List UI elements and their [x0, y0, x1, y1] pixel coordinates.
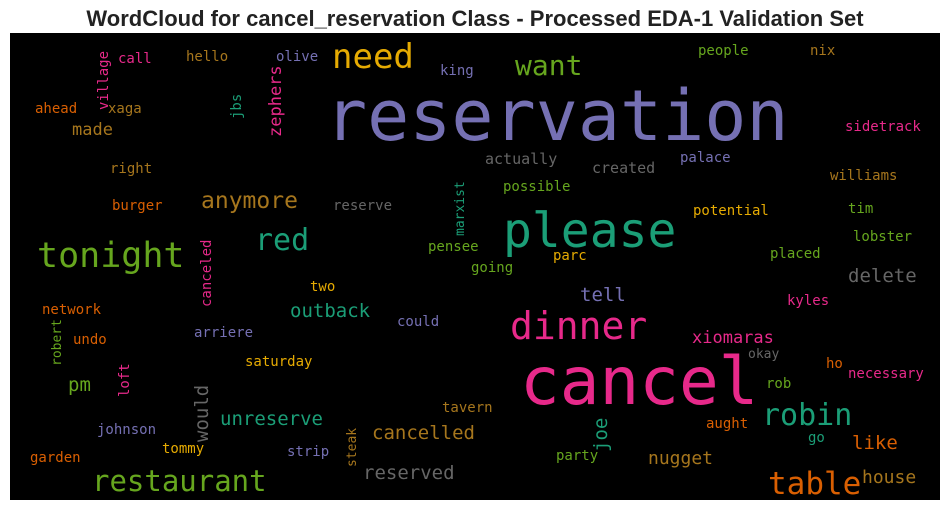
- word: kyles: [787, 293, 829, 309]
- title: WordCloud for cancel_reservation Class -…: [86, 6, 864, 31]
- word: go: [808, 430, 825, 446]
- word: johnson: [97, 422, 156, 438]
- word: robert: [50, 319, 65, 366]
- word: dinner: [510, 304, 647, 348]
- word: would: [191, 385, 213, 442]
- word: cancelled: [372, 422, 475, 444]
- word: village: [96, 51, 112, 110]
- word: right: [110, 161, 152, 177]
- word: okay: [748, 347, 779, 362]
- word: zephers: [266, 65, 286, 137]
- word: two: [310, 279, 335, 295]
- word: strip: [287, 444, 329, 460]
- word: could: [397, 314, 439, 330]
- word: going: [471, 260, 513, 276]
- word: nugget: [648, 448, 713, 469]
- word: tim: [848, 201, 873, 217]
- word: xiomaras: [692, 328, 774, 348]
- word: red: [255, 223, 309, 258]
- word: people: [698, 43, 749, 59]
- word: made: [72, 120, 113, 140]
- word: hello: [186, 49, 228, 65]
- word-cloud: reservation cancel please tonight dinner need…: [30, 37, 924, 502]
- word: pm: [68, 374, 91, 396]
- word: aught: [706, 416, 748, 432]
- word: delete: [848, 265, 917, 287]
- word: pensee: [428, 239, 479, 255]
- word: garden: [30, 450, 81, 466]
- word: possible: [503, 179, 570, 195]
- word: reserve: [333, 198, 392, 214]
- word: placed: [770, 246, 821, 262]
- word: outback: [290, 300, 371, 322]
- word: call: [118, 51, 152, 67]
- word: party: [556, 448, 598, 464]
- word: xaga: [108, 101, 142, 117]
- word: unreserve: [220, 408, 323, 430]
- word: tavern: [442, 400, 493, 416]
- word: nix: [810, 43, 835, 59]
- word: please: [503, 203, 676, 259]
- word: steak: [345, 428, 360, 467]
- word: necessary: [848, 366, 924, 382]
- word: canceled: [199, 240, 215, 307]
- word: like: [852, 432, 898, 454]
- word: parc: [553, 248, 587, 264]
- word: marxist: [453, 181, 468, 236]
- word: robin: [762, 398, 852, 433]
- word: undo: [73, 332, 107, 348]
- word: king: [440, 63, 474, 79]
- word: joe: [590, 418, 612, 452]
- word: tommy: [162, 441, 204, 457]
- word: anymore: [201, 188, 298, 214]
- word: rob: [766, 376, 791, 392]
- word: williams: [830, 168, 897, 184]
- word: reserved: [363, 462, 455, 484]
- word: house: [862, 467, 916, 488]
- word: table: [768, 466, 861, 502]
- word: cancel: [520, 343, 758, 420]
- word: lobster: [853, 229, 912, 245]
- word: burger: [112, 198, 163, 214]
- word: ahead: [35, 101, 77, 117]
- word: jbs: [229, 94, 245, 119]
- word: loft: [117, 363, 133, 397]
- word: ho: [826, 356, 843, 372]
- word: potential: [693, 203, 769, 219]
- word: network: [42, 302, 102, 318]
- word: want: [515, 49, 582, 82]
- cloud-background: [10, 33, 940, 500]
- word: need: [332, 37, 414, 77]
- word: reservation: [325, 75, 789, 157]
- word: tonight: [37, 236, 185, 276]
- word: tell: [580, 284, 626, 306]
- word: restaurant: [92, 464, 267, 498]
- word: sidetrack: [845, 119, 921, 135]
- word: arriere: [194, 325, 253, 341]
- word: olive: [276, 49, 318, 65]
- word: palace: [680, 150, 731, 166]
- word: created: [592, 159, 655, 177]
- word: actually: [485, 150, 557, 168]
- word: saturday: [245, 354, 312, 370]
